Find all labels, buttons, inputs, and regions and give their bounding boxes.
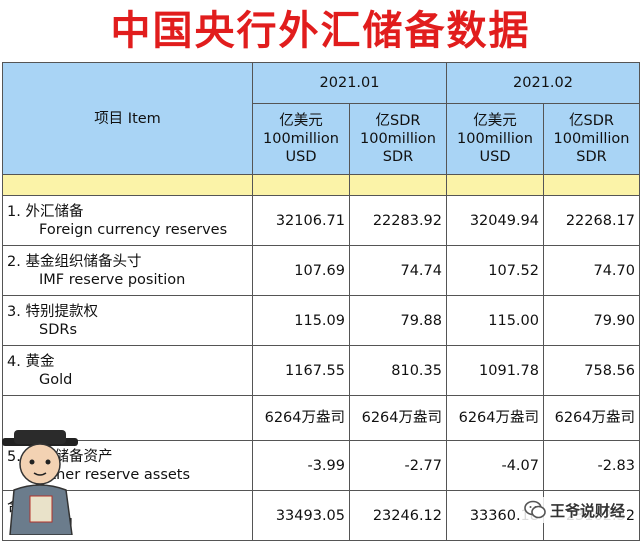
table-row: 6264万盎司 6264万盎司 6264万盎司 6264万盎司 bbox=[2, 395, 640, 441]
table-cell: 32106.71 bbox=[252, 195, 350, 246]
unit-header: 亿美元 100million USD bbox=[252, 103, 350, 175]
table-cell: 758.56 bbox=[543, 345, 640, 396]
unit-header: 亿美元 100million USD bbox=[446, 103, 544, 175]
table-cell: 810.35 bbox=[349, 345, 447, 396]
table-cell: 22268.17 bbox=[543, 195, 640, 246]
table-cell: 74.74 bbox=[349, 245, 447, 296]
table-cell: -2.77 bbox=[349, 440, 447, 491]
table-cell: -3.99 bbox=[252, 440, 350, 491]
period-header-1: 2021.01 bbox=[252, 62, 447, 104]
unit-header: 亿SDR 100million SDR bbox=[543, 103, 640, 175]
table-cell: 23246.12 bbox=[349, 490, 447, 541]
unit-header: 亿SDR 100million SDR bbox=[349, 103, 447, 175]
table-row: 4. 黄金 Gold 1167.55 810.35 1091.78 758.56 bbox=[2, 345, 640, 396]
table-row: 2. 基金组织储备头寸 IMF reserve position 107.69 7… bbox=[2, 245, 640, 296]
row-label: 1. 外汇储备 Foreign currency reserves bbox=[2, 195, 253, 246]
wechat-icon bbox=[524, 500, 546, 519]
table-row: 1. 外汇储备 Foreign currency reserves 32106.7… bbox=[2, 195, 640, 246]
table-cell: 115.09 bbox=[252, 295, 350, 346]
table-cell: 74.70 bbox=[543, 245, 640, 296]
separator-band bbox=[2, 174, 640, 196]
table-cell: 79.88 bbox=[349, 295, 447, 346]
table-cell: 1167.55 bbox=[252, 345, 350, 396]
reserves-table: 项目 Item 2021.01 2021.02 亿美元 100million USD… bbox=[2, 62, 640, 541]
period-header-2: 2021.02 bbox=[446, 62, 640, 104]
table-cell: 115.00 bbox=[446, 295, 544, 346]
page-title: 中国央行外汇储备数据 bbox=[110, 8, 531, 54]
row-label: 4. 黄金 Gold bbox=[2, 345, 253, 396]
mascot-official-figure bbox=[0, 430, 82, 536]
table-cell: -4.07 bbox=[446, 440, 544, 491]
mascot-official-figure-icon bbox=[2, 430, 78, 536]
table-cell: 1091.78 bbox=[446, 345, 544, 396]
table-cell: 107.69 bbox=[252, 245, 350, 296]
table-cell: 33493.05 bbox=[252, 490, 350, 541]
table-row: 3. 特别提款权 SDRs 115.09 79.88 115.00 79.90 bbox=[2, 295, 640, 346]
watermark-text: 王爷说财经 bbox=[550, 501, 626, 520]
table-cell: 32049.94 bbox=[446, 195, 544, 246]
table-cell: 22283.92 bbox=[349, 195, 447, 246]
watermark: 王爷说财经 bbox=[522, 497, 628, 523]
row-label: 2. 基金组织储备头寸 IMF reserve position bbox=[2, 245, 253, 296]
table-row: 5. 其他储备资产 Other reserve assets -3.99 -2.7… bbox=[2, 440, 640, 491]
item-header: 项目 Item bbox=[2, 62, 253, 175]
row-label: 3. 特别提款权 SDRs bbox=[2, 295, 253, 346]
table-cell: 6264万盎司 bbox=[446, 395, 544, 441]
table-cell: 6264万盎司 bbox=[349, 395, 447, 441]
table-cell: 107.52 bbox=[446, 245, 544, 296]
table-cell: -2.83 bbox=[543, 440, 640, 491]
table-cell: 6264万盎司 bbox=[252, 395, 350, 441]
table-cell: 6264万盎司 bbox=[543, 395, 640, 441]
table-cell: 79.90 bbox=[543, 295, 640, 346]
